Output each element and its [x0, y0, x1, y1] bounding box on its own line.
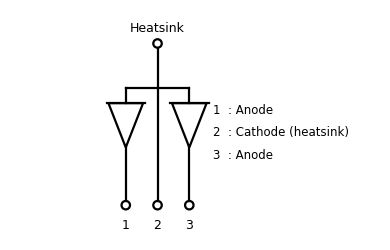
Text: Heatsink: Heatsink — [130, 22, 185, 36]
Text: 3  : Anode: 3 : Anode — [213, 148, 273, 162]
Text: 3: 3 — [185, 219, 193, 232]
Text: 2: 2 — [154, 219, 161, 232]
Text: 1  : Anode: 1 : Anode — [213, 104, 273, 117]
Text: 1: 1 — [122, 219, 130, 232]
Text: 2  : Cathode (heatsink): 2 : Cathode (heatsink) — [213, 126, 349, 140]
